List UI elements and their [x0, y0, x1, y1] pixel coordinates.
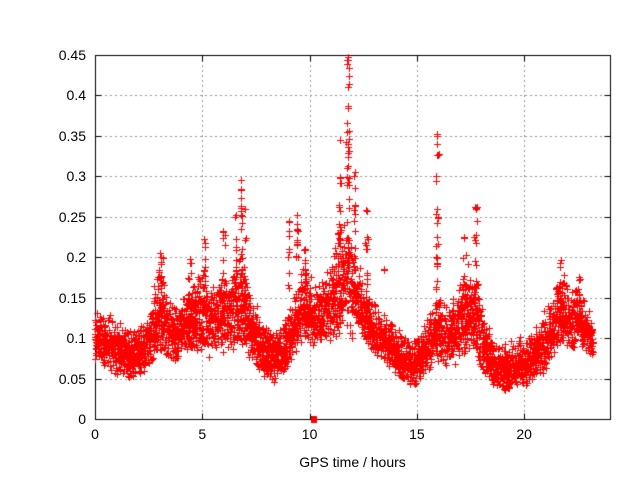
x-tick-label: 20 [516, 426, 532, 442]
y-tick-label: 0.05 [58, 370, 86, 387]
x-axis-label: GPS time / hours [299, 454, 406, 470]
y-tick-label: 0.15 [58, 289, 86, 306]
y-tick-label: 0.2 [66, 249, 86, 266]
y-tick-label: 0 [78, 411, 86, 427]
x-tick-label: 5 [198, 426, 207, 442]
y-tick-label: 0.35 [58, 127, 86, 144]
y-tick-label: 0.45 [58, 47, 86, 63]
y-tick-label: 0.25 [58, 208, 86, 225]
x-tick-label: 15 [409, 426, 425, 442]
y-tick-label: 0.3 [66, 168, 86, 185]
y-tick-label: 0.1 [66, 330, 86, 347]
x-tick-label: 10 [301, 426, 318, 442]
x-tick-label: 0 [91, 426, 99, 442]
y-tick-label: 0.4 [66, 87, 86, 104]
